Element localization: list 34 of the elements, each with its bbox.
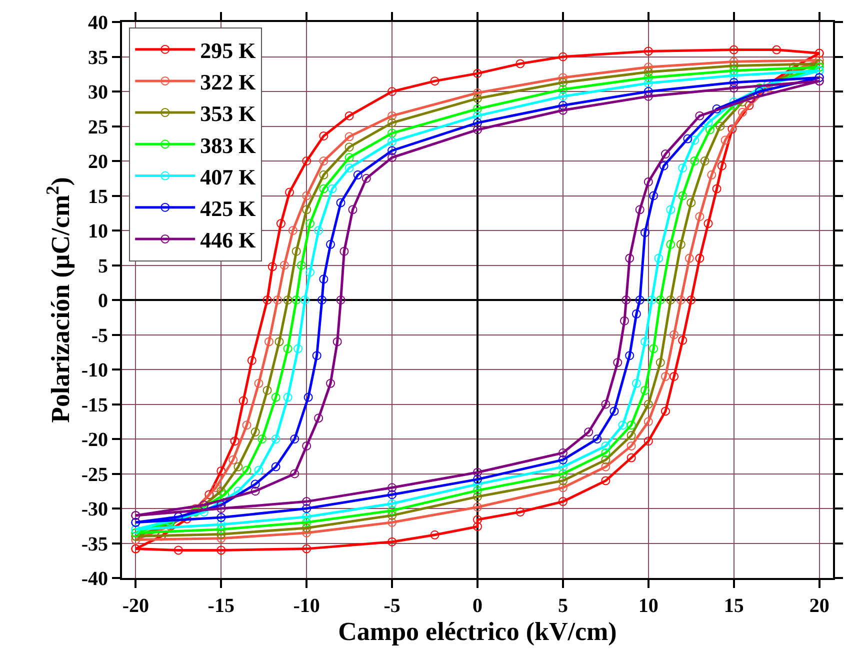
x-tick-label: -20: [122, 595, 150, 617]
x-tick-label: 0: [472, 595, 482, 617]
y-tick-label: -5: [91, 324, 108, 347]
x-tick-label: 15: [724, 595, 744, 617]
x-tick-label: 10: [638, 595, 658, 617]
y-tick-label: 0: [98, 290, 108, 312]
x-tick-label: -10: [293, 595, 320, 617]
y-tick-label: 25: [88, 116, 108, 138]
y-tick-label: -15: [81, 394, 108, 416]
x-axis-title: Campo eléctrico (kV/cm): [338, 617, 617, 646]
legend-label: 446 K: [200, 228, 256, 253]
y-tick-label: -20: [81, 429, 108, 451]
legend-label: 425 K: [200, 196, 256, 221]
x-tick-label: -5: [384, 595, 400, 617]
y-tick-label: 5: [98, 255, 108, 278]
y-tick-label: -35: [81, 533, 108, 556]
y-tick-label: -10: [81, 360, 108, 382]
y-tick-label: 10: [88, 220, 108, 242]
y-tick-label: 40: [88, 12, 108, 34]
y-tick-label: 15: [88, 186, 108, 208]
x-tick-label: -15: [208, 595, 234, 617]
y-tick-label: 30: [88, 82, 108, 104]
legend-label: 407 K: [200, 164, 256, 190]
y-tick-label: 35: [88, 46, 108, 69]
x-tick-label: 5: [558, 595, 568, 617]
legend-label: 383 K: [200, 132, 256, 158]
x-tick-label: 20: [809, 595, 830, 617]
legend-label: 353 K: [200, 101, 256, 126]
legend-label: 322 K: [200, 70, 256, 95]
y-tick-label: -25: [81, 464, 108, 486]
y-tick-label: -30: [81, 498, 108, 520]
y-tick-label: -40: [81, 568, 108, 590]
legend-label: 295 K: [200, 38, 256, 63]
y-tick-label: 20: [88, 151, 108, 173]
